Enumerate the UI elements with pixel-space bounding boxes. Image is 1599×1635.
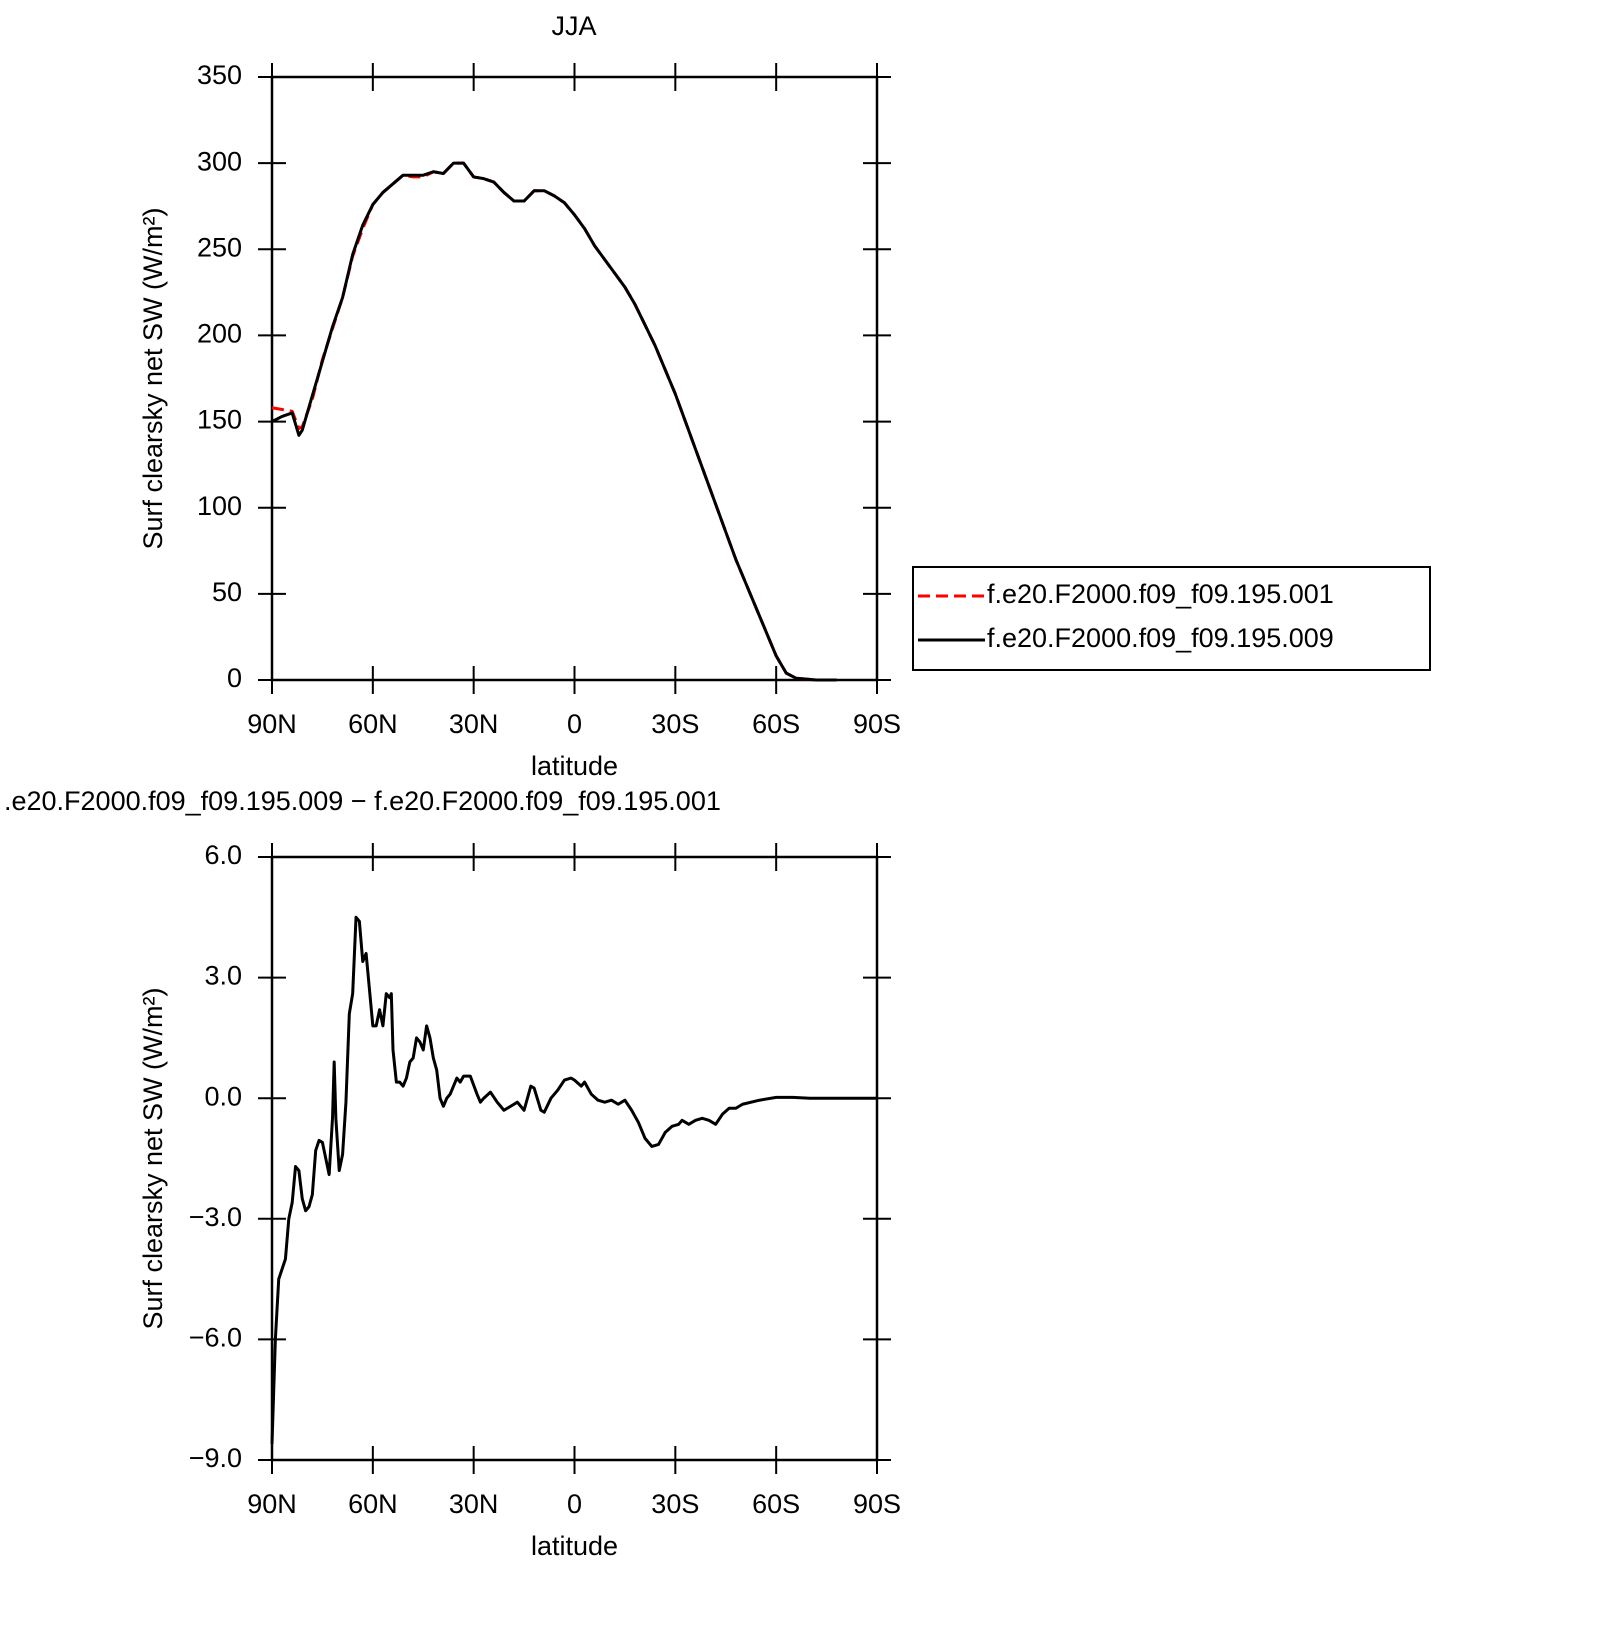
chart-title: .e20.F2000.f09_f09.195.009 − f.e20.F2000… xyxy=(4,786,721,816)
y-axis-label: Surf clearsky net SW (W/m²) xyxy=(138,987,168,1329)
y-tick-label: 350 xyxy=(197,60,242,90)
plot-frame xyxy=(270,75,879,682)
chart-title: JJA xyxy=(551,11,596,41)
x-tick-label: 90S xyxy=(853,1489,901,1519)
x-tick-label: 60S xyxy=(752,709,800,739)
x-tick-label: 90S xyxy=(853,709,901,739)
x-tick-label: 30N xyxy=(449,709,499,739)
x-tick-label: 30S xyxy=(651,1489,699,1519)
x-tick-label: 90N xyxy=(247,1489,297,1519)
data-line xyxy=(270,915,877,1444)
y-tick-label: −9.0 xyxy=(189,1443,242,1473)
y-tick-label: 300 xyxy=(197,146,242,176)
y-tick-label: 0.0 xyxy=(204,1081,242,1111)
y-axis-label: Surf clearsky net SW (W/m²) xyxy=(138,207,168,549)
x-tick-label: 0 xyxy=(567,709,582,739)
legend-frame xyxy=(912,566,1431,671)
y-tick-label: 200 xyxy=(197,319,242,349)
y-tick-label: −6.0 xyxy=(189,1323,242,1353)
y-tick-label: 150 xyxy=(197,405,242,435)
y-tick-label: 6.0 xyxy=(204,840,242,870)
y-tick-label: 50 xyxy=(212,577,242,607)
x-tick-label: 60N xyxy=(348,709,398,739)
y-tick-label: 3.0 xyxy=(204,961,242,991)
y-tick-label: −3.0 xyxy=(189,1202,242,1232)
x-tick-label: 0 xyxy=(567,1489,582,1519)
y-tick-label: 100 xyxy=(197,491,242,521)
x-tick-label: 60N xyxy=(348,1489,398,1519)
legend-label: f.e20.F2000.f09_f09.195.001 xyxy=(987,579,1334,609)
x-axis-label: latitude xyxy=(531,751,618,781)
y-tick-label: 250 xyxy=(197,232,242,262)
x-tick-label: 30S xyxy=(651,709,699,739)
x-tick-label: 30N xyxy=(449,1489,499,1519)
x-tick-label: 60S xyxy=(752,1489,800,1519)
x-axis-label: latitude xyxy=(531,1531,618,1561)
data-line xyxy=(271,161,837,682)
legend-label: f.e20.F2000.f09_f09.195.009 xyxy=(987,623,1334,653)
x-tick-label: 90N xyxy=(247,709,297,739)
y-tick-label: 0 xyxy=(227,663,242,693)
